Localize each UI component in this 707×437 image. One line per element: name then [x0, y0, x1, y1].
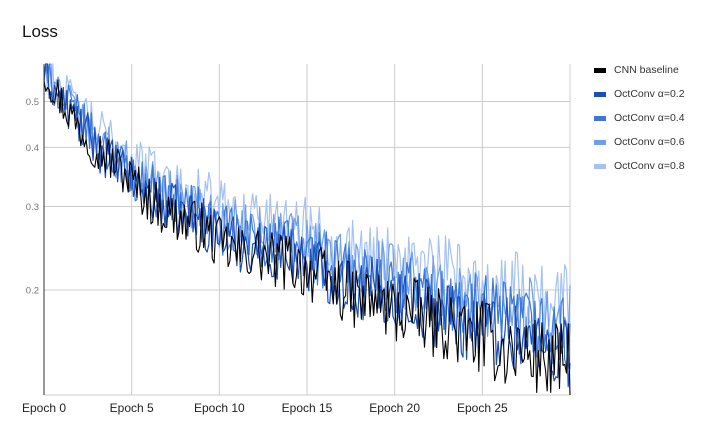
series-line [43, 79, 571, 396]
legend-item: CNN baseline [594, 58, 685, 82]
legend-item: OctConv α=0.2 [594, 82, 685, 106]
y-tick-label: 0.3 [26, 202, 39, 213]
y-tick-label: 0.2 [26, 285, 39, 296]
legend-swatch [594, 91, 606, 97]
x-tick-label: Epoch 5 [110, 401, 154, 415]
series-layer [43, 63, 571, 396]
y-tick-label: 0.4 [26, 143, 39, 154]
legend: CNN baseline OctConv α=0.2 OctConv α=0.4 Oc… [594, 58, 685, 178]
x-tick-label: Epoch 25 [457, 401, 508, 415]
x-tick-label: Epoch 0 [22, 401, 66, 415]
legend-label: OctConv α=0.6 [614, 136, 685, 148]
legend-item: OctConv α=0.8 [594, 154, 685, 178]
series-line [43, 63, 571, 388]
legend-label: OctConv α=0.4 [614, 112, 685, 124]
chart-title: Loss [22, 22, 58, 41]
legend-swatch [594, 115, 606, 121]
y-tick-label: 0.5 [26, 97, 39, 108]
legend-swatch [594, 163, 606, 169]
x-tick-label: Epoch 10 [194, 401, 245, 415]
x-tick-label: Epoch 15 [282, 401, 333, 415]
legend-item: OctConv α=0.6 [594, 130, 685, 154]
legend-label: OctConv α=0.2 [614, 88, 685, 100]
legend-label: OctConv α=0.8 [614, 160, 685, 172]
series-line [43, 63, 571, 332]
grid-layer [44, 64, 571, 396]
legend-swatch [594, 139, 606, 145]
legend-item: OctConv α=0.4 [594, 106, 685, 130]
x-tick-label: Epoch 20 [369, 401, 420, 415]
legend-swatch [594, 67, 606, 73]
axis-layer: 0.2 0.3 0.4 0.5 Epoch 0 Epoch 5 Epoch 10 Epoch … [22, 64, 508, 415]
legend-label: CNN baseline [614, 64, 679, 76]
series-line [43, 63, 571, 369]
